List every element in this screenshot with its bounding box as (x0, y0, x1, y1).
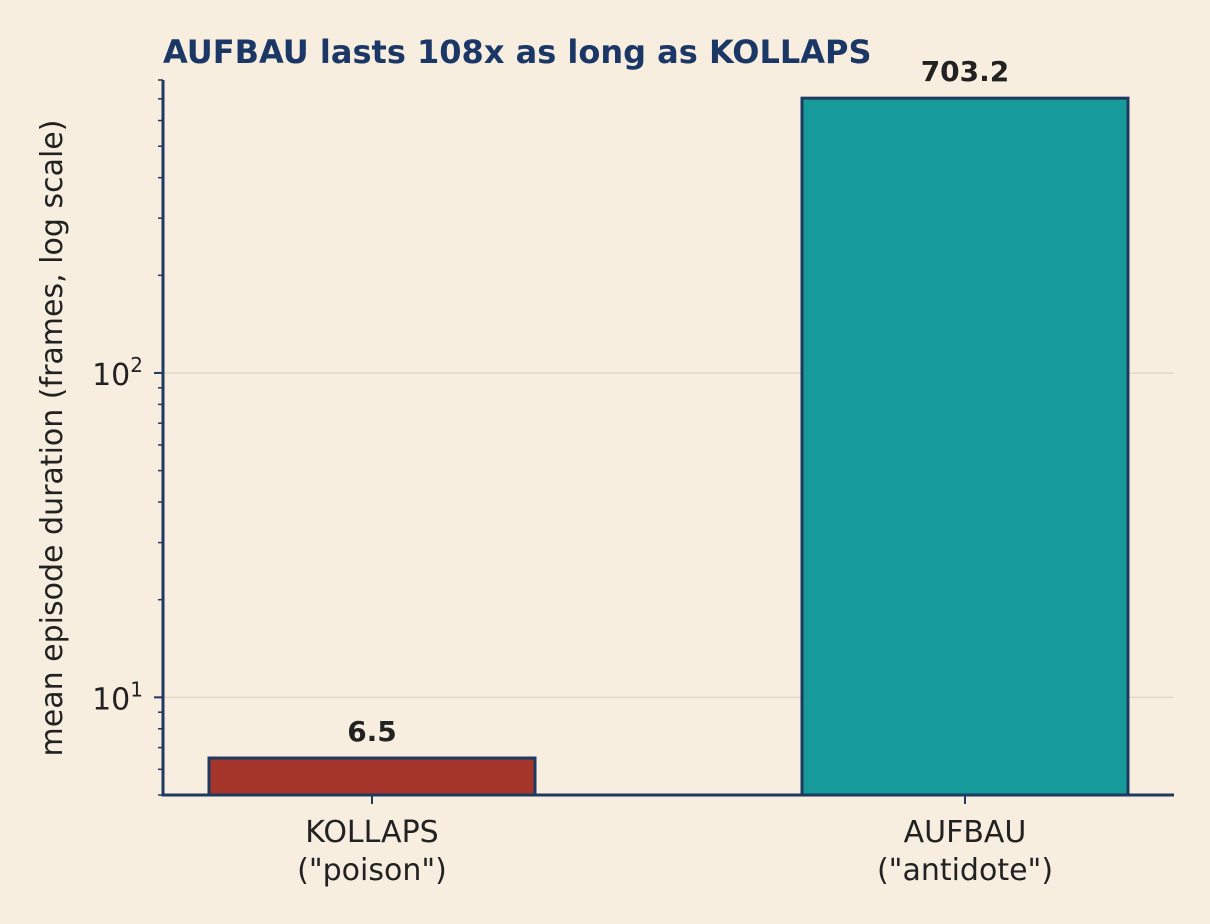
y-tick-label: 102 (92, 353, 143, 393)
y-tick-label: 101 (92, 677, 143, 717)
bars-layer (207, 96, 1130, 797)
x-tick-sublabel: ("antidote") (877, 853, 1053, 888)
x-tick-label: KOLLAPS (305, 815, 438, 850)
labels-layer: 6.5 703.2 101 102 KOLLAPS("poison") AUFBAU("a… (92, 55, 1053, 888)
value-label: 6.5 (347, 715, 397, 748)
value-label: 703.2 (921, 55, 1010, 88)
bar-kollaps (207, 756, 537, 797)
bar-aufbau (800, 96, 1130, 797)
x-tick-label: AUFBAU (904, 815, 1027, 850)
y-axis-label: mean episode duration (frames, log scale… (35, 120, 70, 757)
x-tick-sublabel: ("poison") (297, 853, 447, 888)
axes-layer (154, 79, 1174, 804)
chart-title: AUFBAU lasts 108x as long as KOLLAPS (163, 33, 872, 71)
